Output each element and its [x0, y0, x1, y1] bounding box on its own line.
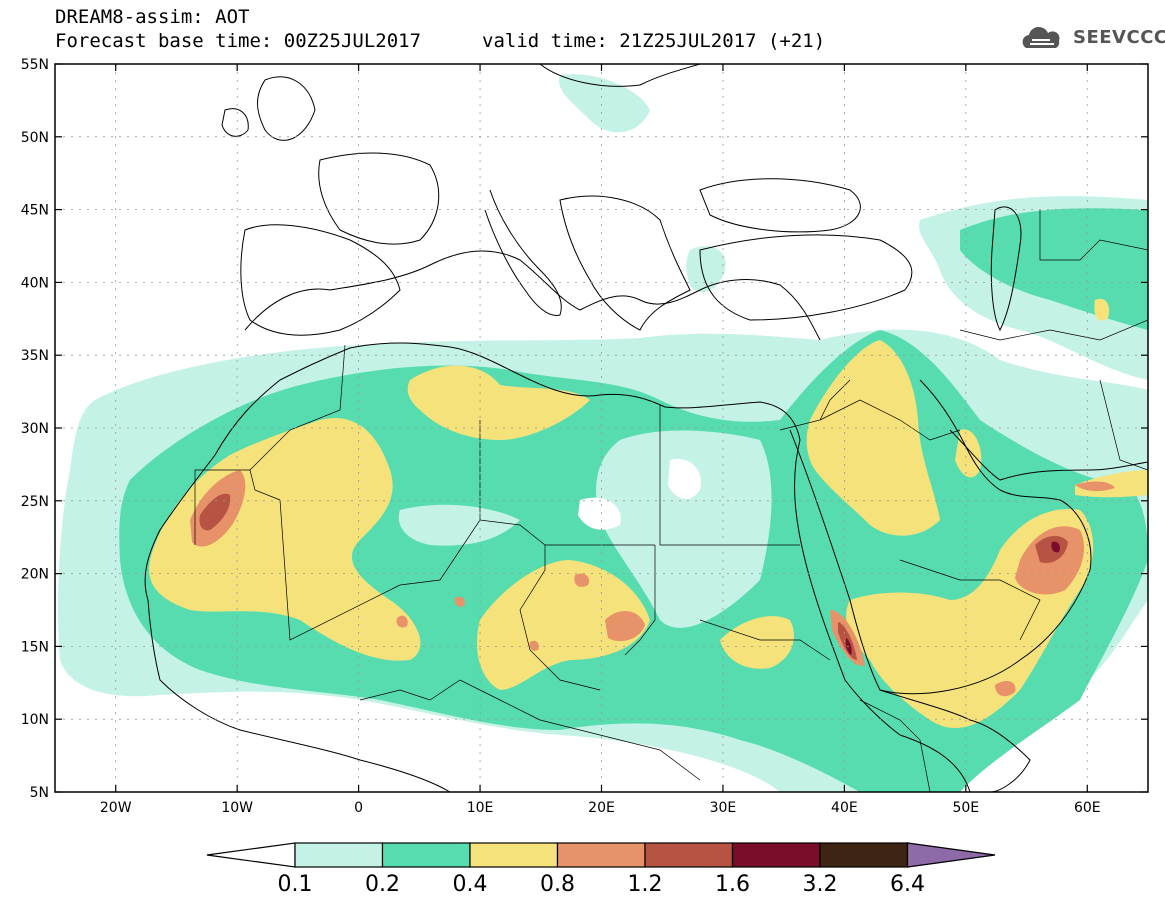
turkey-outline	[699, 234, 913, 321]
colorbar-swatch	[731, 842, 821, 868]
lon-tick-label: 40E	[831, 800, 858, 816]
aot-low-areas	[398, 430, 772, 628]
ireland	[221, 108, 249, 137]
colorbar-level-label: 0.4	[452, 872, 488, 897]
lon-tick-label: 50E	[952, 800, 979, 816]
colorbar-over-arrow	[906, 842, 996, 868]
latitude-axis: 55N 50N 45N 40N 35N 30N 25N 20N 15N 10N 5N	[21, 57, 1148, 801]
lat-tick-label: 30N	[21, 421, 49, 437]
colorbar-under-arrow	[206, 842, 296, 868]
gridlines	[55, 64, 1148, 792]
lon-tick-label: 10E	[467, 800, 494, 816]
lat-tick-label: 45N	[21, 203, 49, 219]
colorbar-swatch	[381, 842, 471, 868]
aot-clean-spots	[578, 459, 701, 530]
scandinavia-outline	[539, 64, 701, 87]
horn-of-africa	[879, 689, 1031, 792]
colorbar-level-label: 1.2	[627, 872, 663, 897]
colorbar-swatch	[556, 842, 646, 868]
red-sea-west-coast	[794, 439, 971, 792]
lon-tick-label: 10W	[221, 800, 253, 816]
colorbar-level-label: 0.2	[365, 872, 400, 897]
lat-tick-label: 20N	[21, 567, 49, 583]
lon-tick-label: 0	[354, 800, 363, 816]
iberia-outline	[240, 224, 401, 336]
colorbar-swatch	[819, 842, 909, 868]
persian-gulf-coast	[949, 429, 1148, 481]
colorbar-swatch	[644, 842, 734, 868]
lon-tick-label: 60E	[1074, 800, 1101, 816]
aot-field	[58, 64, 1148, 792]
coastlines-borders	[144, 64, 1148, 792]
lat-tick-label: 5N	[30, 785, 49, 801]
lat-tick-label: 40N	[21, 275, 49, 291]
cloud-logo-icon	[1022, 26, 1060, 48]
lon-tick-label: 30E	[710, 800, 737, 816]
balkans-outline	[559, 195, 691, 331]
colorbar-level-label: 6.4	[890, 872, 925, 897]
chart-title: DREAM8-assim: AOT	[55, 6, 250, 28]
colorbar-level-label: 0.1	[277, 872, 313, 897]
country-borders	[194, 210, 1148, 792]
lat-tick-label: 35N	[21, 348, 49, 364]
black-sea	[699, 178, 861, 233]
italy-outline	[484, 189, 562, 316]
lat-tick-label: 15N	[21, 639, 49, 655]
lat-tick-label: 10N	[21, 712, 49, 728]
europe-south-coast	[244, 250, 821, 341]
africa-west-coast	[144, 454, 451, 792]
colorbar-swatch	[294, 842, 384, 868]
british-isles	[257, 76, 316, 141]
colorbar-swatch	[469, 842, 559, 868]
lat-tick-label: 50N	[21, 130, 49, 146]
colorbar-level-label: 3.2	[802, 872, 838, 897]
logo-text: SEEVCCC	[1073, 27, 1165, 48]
arabia-coast	[789, 379, 1092, 695]
longitude-axis: 20W 10W 0 10E 20E 30E 40E 50E 60E	[100, 64, 1101, 816]
france-outline	[318, 152, 440, 245]
africa-north-coast	[214, 342, 801, 456]
aot-level-0-4	[149, 298, 1148, 729]
colorbar-level-label: 0.8	[540, 872, 575, 897]
lat-tick-label: 25N	[21, 494, 49, 510]
lon-tick-label: 20E	[588, 800, 615, 816]
lon-tick-label: 20W	[100, 800, 132, 816]
lat-tick-label: 55N	[21, 57, 49, 73]
valid-time: valid time: 21Z25JUL2017 (+21)	[482, 30, 826, 52]
colorbar	[206, 842, 996, 868]
caspian-sea	[990, 206, 1022, 332]
colorbar-level-label: 1.6	[715, 872, 750, 897]
forecast-base-time: Forecast base time: 00Z25JUL2017	[55, 30, 422, 52]
